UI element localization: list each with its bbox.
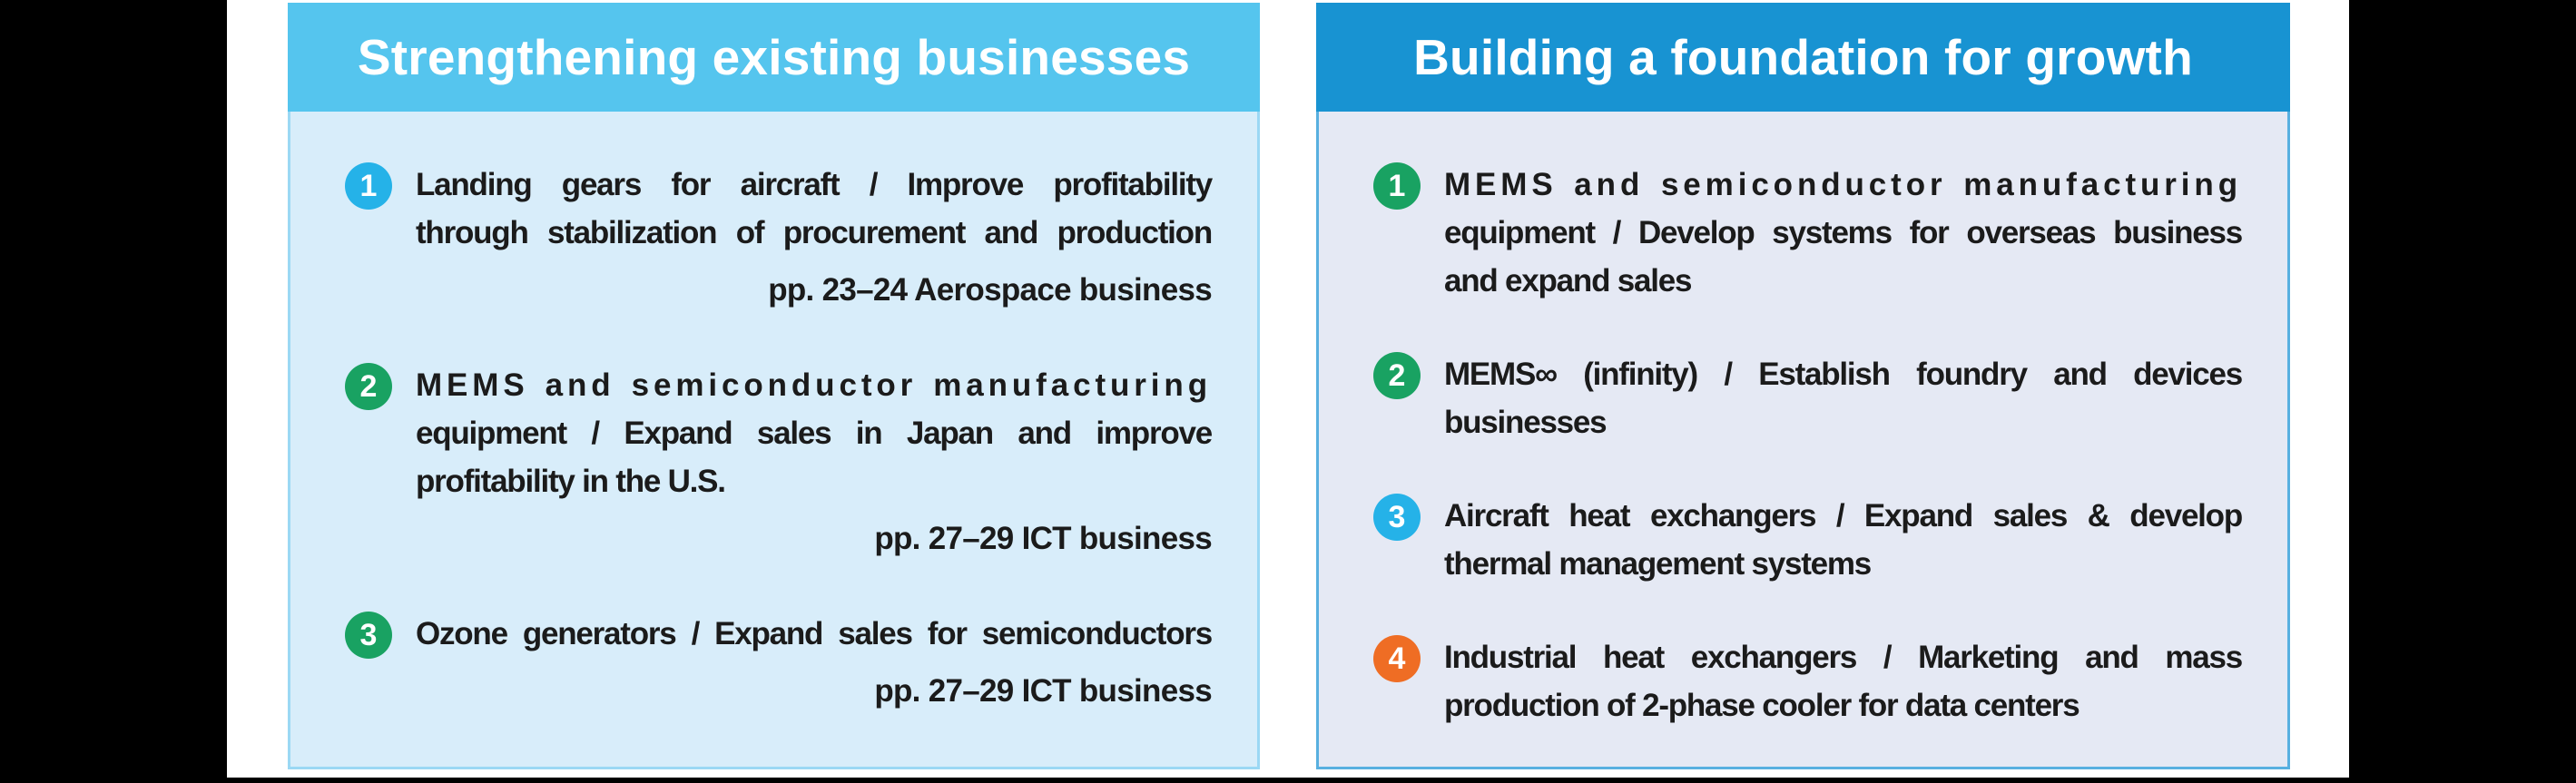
text-line: businesses [1444, 405, 1608, 440]
text-line: equipment / Develop systems for overseas… [1444, 215, 2243, 250]
item-text: Aircraft heat exchangers / Expand sales … [1444, 492, 2243, 588]
text-line: through stabilization of procurement and… [416, 215, 1213, 250]
item-number-badge: 2 [345, 363, 392, 410]
page-reference: pp. 27–29 ICT business [874, 521, 1212, 556]
panel-title: Building a foundation for growth [1413, 29, 2193, 85]
item-number-badge: 4 [1373, 635, 1421, 682]
item-text: MEMS∞ (infinity) / Establish foundry and… [1444, 350, 2243, 446]
panel-body: 1 MEMS and semiconductor manufacturing e… [1316, 112, 2290, 769]
list-item: 4 Industrial heat exchangers / Marketing… [1373, 633, 2243, 729]
item-number-badge: 3 [1373, 494, 1421, 541]
text-line: thermal management systems [1444, 546, 1872, 582]
text-line: MEMS∞ (infinity) / Establish foundry and… [1444, 357, 2243, 392]
text-line: and expand sales [1444, 263, 1692, 299]
text-line: Landing gears for aircraft / Improve pro… [416, 167, 1213, 202]
item-text: MEMS and semiconductor manufacturing equ… [1444, 161, 2243, 305]
panel-strengthening-existing-businesses: Strengthening existing businesses 1 Land… [288, 3, 1260, 769]
text-line: Industrial heat exchangers / Marketing a… [1444, 640, 2243, 675]
list-item: 2 MEMS∞ (infinity) / Establish foundry a… [1373, 350, 2243, 446]
page-reference: pp. 27–29 ICT business [874, 673, 1212, 709]
text-line: equipment / Expand sales in Japan and im… [416, 416, 1213, 451]
panel-header-strengthening: Strengthening existing businesses [288, 3, 1260, 112]
panel-body: 1 Landing gears for aircraft / Improve p… [288, 112, 1260, 769]
text-line: profitability in the U.S. [416, 464, 726, 499]
page-reference: pp. 23–24 Aerospace business [768, 272, 1212, 308]
list-item: 3 Ozone generators / Expand sales for se… [345, 610, 1213, 715]
item-number-badge: 1 [1373, 162, 1421, 210]
text-line: Ozone generators / Expand sales for semi… [416, 616, 1213, 651]
item-number-badge: 2 [1373, 352, 1421, 399]
item-number-badge: 1 [345, 162, 392, 210]
page-background: Strengthening existing businesses 1 Land… [227, 0, 2349, 778]
text-line: production of 2-phase cooler for data ce… [1444, 688, 2080, 723]
list-item: 3 Aircraft heat exchangers / Expand sale… [1373, 492, 2243, 588]
panel-building-foundation-for-growth: Building a foundation for growth 1 MEMS … [1316, 3, 2290, 769]
item-text: Landing gears for aircraft / Improve pro… [416, 161, 1213, 314]
item-text: MEMS and semiconductor manufacturing equ… [416, 361, 1213, 563]
list-item: 2 MEMS and semiconductor manufacturing e… [345, 361, 1213, 563]
text-line: MEMS and semiconductor manufacturing [416, 367, 1212, 403]
panel-header-growth: Building a foundation for growth [1316, 3, 2290, 112]
item-number-badge: 3 [345, 612, 392, 659]
panel-title: Strengthening existing businesses [357, 29, 1191, 85]
item-text: Industrial heat exchangers / Marketing a… [1444, 633, 2243, 729]
list-item: 1 Landing gears for aircraft / Improve p… [345, 161, 1213, 314]
text-line: Aircraft heat exchangers / Expand sales … [1444, 498, 2243, 533]
item-text: Ozone generators / Expand sales for semi… [416, 610, 1213, 715]
list-item: 1 MEMS and semiconductor manufacturing e… [1373, 161, 2243, 305]
text-line: MEMS and semiconductor manufacturing [1444, 167, 2242, 202]
